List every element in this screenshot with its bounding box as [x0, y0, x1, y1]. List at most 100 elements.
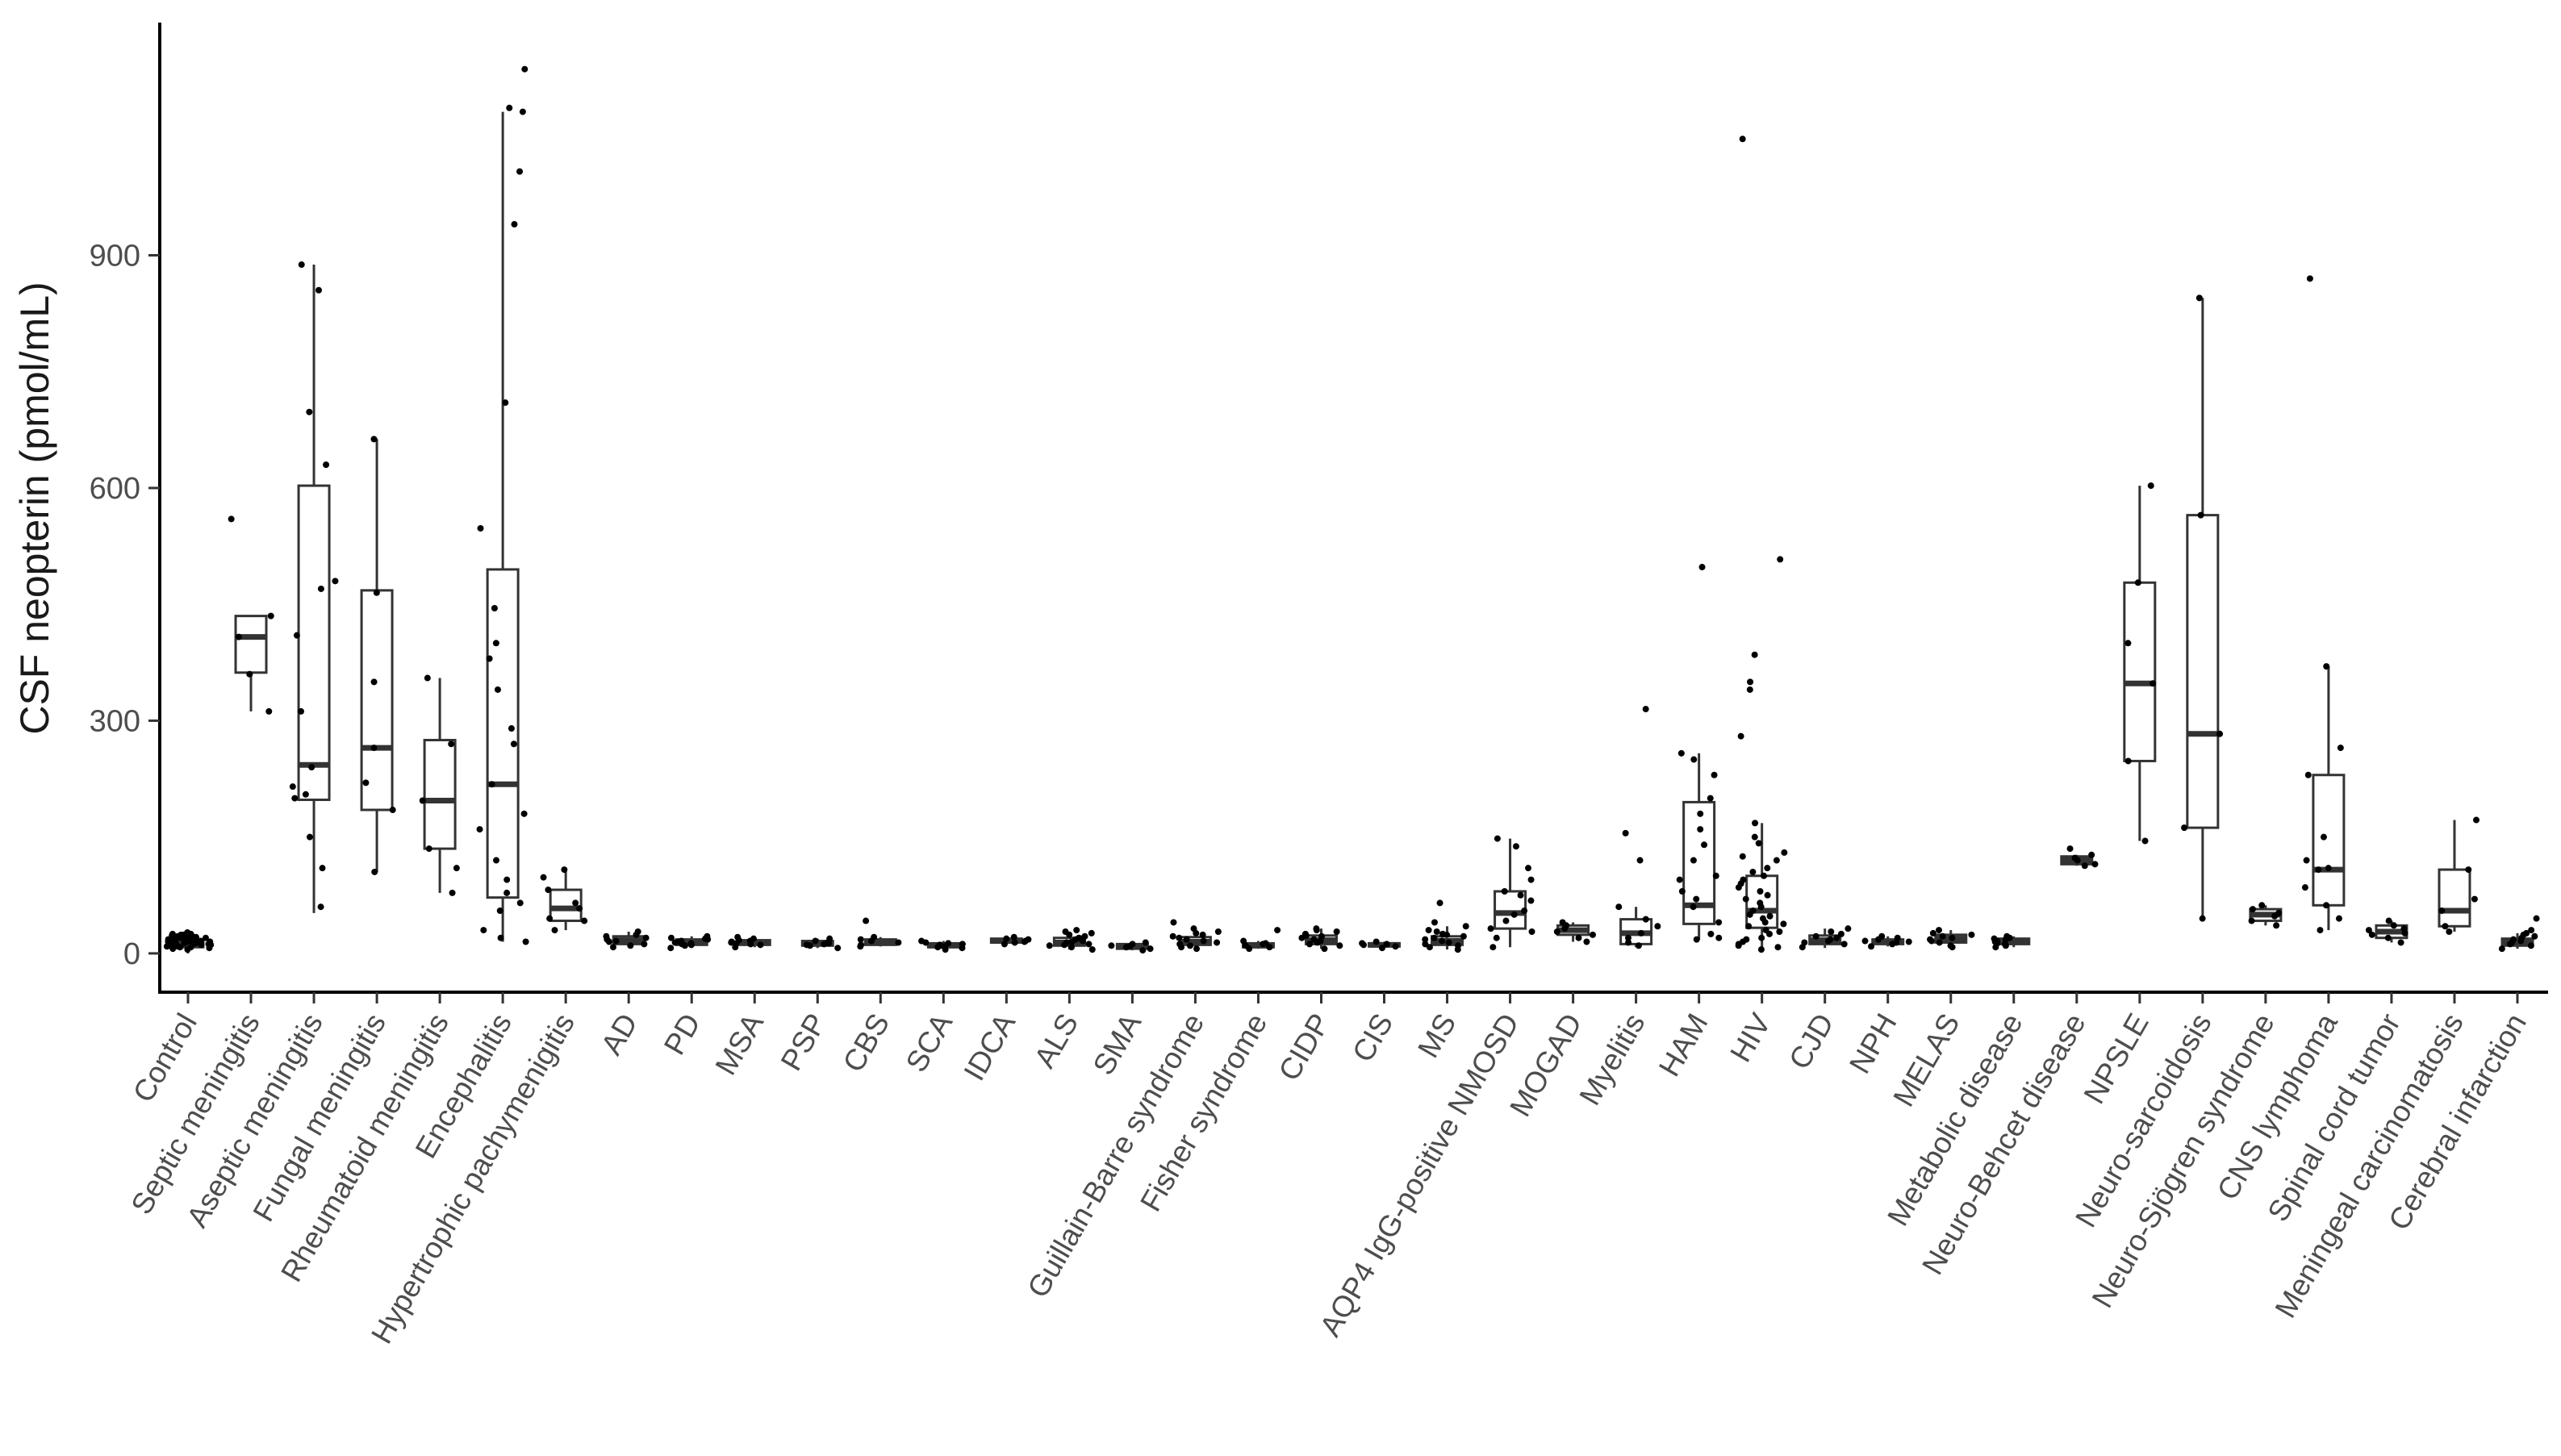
data-point: [1739, 853, 1746, 860]
data-point: [486, 655, 493, 662]
data-point: [2304, 771, 2312, 778]
data-point: [1676, 876, 1683, 883]
data-point: [493, 857, 500, 864]
data-point: [1336, 942, 1343, 949]
x-tick-label: AQP4 IgG-positive NMOSD: [1314, 1008, 1526, 1342]
data-point: [1266, 944, 1273, 951]
data-point: [1928, 937, 1935, 945]
data-point: [1436, 899, 1443, 907]
data-point: [1774, 944, 1782, 951]
data-point: [1521, 907, 1528, 915]
data-point: [1001, 941, 1008, 948]
x-tick-label: CIDP: [1272, 1008, 1337, 1087]
data-point: [1827, 936, 1834, 943]
data-point: [1178, 944, 1185, 951]
data-point: [1758, 934, 1765, 941]
data-point: [1868, 943, 1875, 950]
data-point: [551, 927, 558, 934]
data-point: [2006, 934, 2013, 941]
data-point: [1462, 923, 1469, 930]
data-point: [1431, 919, 1438, 926]
data-point: [1745, 923, 1753, 930]
data-point: [522, 938, 529, 945]
data-point: [2141, 837, 2149, 845]
data-point: [576, 905, 583, 912]
data-point: [373, 589, 380, 596]
data-point: [581, 917, 588, 924]
data-point: [1636, 857, 1644, 864]
data-point: [1425, 927, 1432, 934]
data-point: [1828, 928, 1835, 935]
y-tick-label: 900: [90, 239, 140, 273]
data-point: [540, 874, 547, 881]
data-point: [2001, 941, 2008, 948]
data-point: [728, 938, 735, 945]
data-point: [520, 810, 528, 817]
data-point: [1751, 833, 1758, 841]
box-group: [1745, 823, 1779, 950]
data-point: [370, 678, 378, 686]
data-point: [1088, 929, 1095, 937]
data-point: [1431, 934, 1438, 941]
data-point: [1169, 932, 1176, 940]
data-point: [497, 934, 504, 941]
data-point: [2306, 275, 2313, 282]
data-point: [609, 944, 616, 951]
data-point: [477, 524, 484, 532]
data-point: [667, 934, 675, 941]
data-point: [1935, 927, 1942, 934]
data-point: [1003, 935, 1010, 942]
data-point: [293, 632, 300, 639]
box-iqr: [423, 738, 457, 850]
data-point: [496, 907, 503, 915]
axes: [158, 23, 2548, 994]
data-point: [2442, 923, 2449, 930]
data-point: [1147, 945, 1154, 953]
data-point: [1085, 941, 1092, 948]
data-point: [1260, 941, 1267, 948]
data-point: [1170, 919, 1177, 926]
data-point: [1622, 829, 1629, 836]
box-iqr: [2438, 868, 2471, 928]
data-point: [371, 868, 378, 875]
data-point: [1077, 935, 1084, 942]
y-tick-label: 0: [123, 937, 140, 971]
x-tick-label: PSP: [775, 1008, 833, 1077]
data-point: [633, 931, 640, 938]
data-point: [516, 899, 524, 907]
data-point: [2498, 945, 2505, 953]
data-point: [1553, 928, 1560, 935]
data-point: [476, 826, 483, 833]
data-point: [1575, 934, 1582, 941]
data-point: [370, 745, 378, 752]
data-point: [1654, 923, 1661, 930]
data-point: [1011, 939, 1018, 946]
data-point: [488, 781, 495, 788]
data-point: [667, 945, 675, 952]
data-point: [1068, 938, 1076, 945]
data-point: [1439, 937, 1446, 945]
data-point: [2091, 861, 2099, 868]
data-point: [2400, 925, 2408, 932]
data-point: [317, 585, 324, 592]
data-point: [317, 903, 324, 911]
x-tick-label: SCA: [900, 1008, 959, 1078]
data-point: [1757, 946, 1765, 953]
data-point: [1214, 939, 1221, 946]
data-point: [503, 889, 511, 896]
box-group: [486, 111, 520, 942]
data-point: [1737, 732, 1744, 740]
data-point: [895, 939, 902, 946]
data-point: [2335, 915, 2342, 922]
data-point: [1761, 872, 1768, 879]
box-group: [2438, 820, 2471, 932]
data-point: [1313, 927, 1320, 934]
data-point: [168, 941, 175, 948]
data-point: [1991, 938, 1999, 945]
box-iqr: [234, 615, 268, 674]
data-point: [2531, 932, 2538, 940]
box-iqr: [486, 568, 520, 899]
data-point: [508, 725, 515, 732]
data-point: [1433, 928, 1440, 935]
